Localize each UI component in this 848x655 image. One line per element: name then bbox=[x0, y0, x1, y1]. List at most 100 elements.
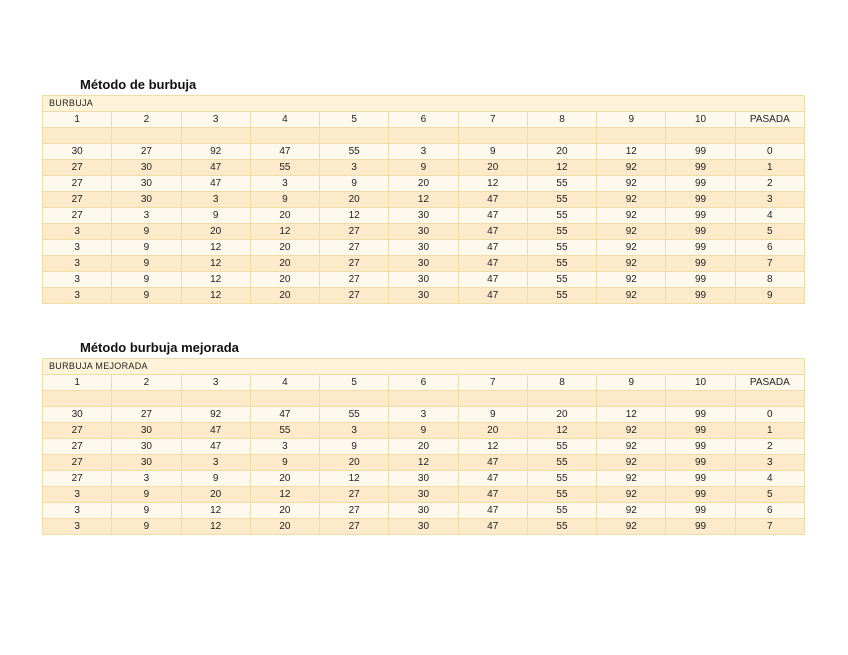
data-cell: 20 bbox=[526, 143, 598, 160]
data-cell: 27 bbox=[41, 175, 113, 192]
data-cell: 3 bbox=[111, 470, 182, 487]
data-cell: 4 bbox=[734, 207, 806, 224]
data-cell: 6 bbox=[734, 239, 806, 256]
data-cell: 3 bbox=[249, 438, 321, 455]
spacer-cell bbox=[41, 127, 113, 144]
data-cell: 92 bbox=[596, 159, 667, 176]
data-cell: 3 bbox=[319, 422, 390, 439]
data-cell: 3 bbox=[41, 271, 113, 288]
data-cell: 3 bbox=[41, 486, 113, 503]
column-header-row: 1 2 3 4 5 6 7 8 9 10 PASADA bbox=[41, 111, 806, 128]
data-cell: 27 bbox=[41, 454, 113, 471]
data-cell: 5 bbox=[734, 486, 806, 503]
data-cell: 2 bbox=[734, 438, 806, 455]
data-cell: 9 bbox=[734, 287, 806, 304]
data-cell: 47 bbox=[457, 454, 528, 471]
data-cell: 20 bbox=[388, 175, 459, 192]
spacer-cell bbox=[388, 127, 459, 144]
data-cell: 20 bbox=[319, 191, 390, 208]
data-cell: 27 bbox=[41, 191, 113, 208]
data-cell: 99 bbox=[665, 502, 736, 519]
data-cell: 27 bbox=[319, 486, 390, 503]
data-cell: 9 bbox=[319, 438, 390, 455]
spacer-cell bbox=[665, 127, 736, 144]
data-row: 3 9 12 20 27 30 47 55 92 99 6 bbox=[41, 239, 806, 256]
table-header-cell: BURBUJA bbox=[42, 95, 805, 112]
data-cell: 99 bbox=[665, 159, 736, 176]
data-cell: 99 bbox=[665, 207, 736, 224]
data-cell: 20 bbox=[180, 486, 251, 503]
data-cell: 27 bbox=[319, 255, 390, 272]
data-cell: 55 bbox=[526, 518, 598, 535]
column-header-cell: 6 bbox=[388, 111, 459, 128]
data-cell: 99 bbox=[665, 287, 736, 304]
data-cell: 12 bbox=[526, 159, 598, 176]
data-cell: 47 bbox=[457, 502, 528, 519]
data-cell: 30 bbox=[388, 239, 459, 256]
data-cell: 20 bbox=[319, 454, 390, 471]
data-cell: 30 bbox=[388, 502, 459, 519]
data-cell: 9 bbox=[457, 406, 528, 423]
data-cell: 3 bbox=[41, 239, 113, 256]
improved-bubble-method-title: Método burbuja mejorada bbox=[80, 340, 239, 355]
data-cell: 20 bbox=[457, 159, 528, 176]
data-cell: 27 bbox=[111, 406, 182, 423]
table-header-row: BURBUJA MEJORADA bbox=[42, 358, 805, 375]
data-cell: 9 bbox=[111, 255, 182, 272]
data-cell: 55 bbox=[526, 207, 598, 224]
data-row: 3 9 12 20 27 30 47 55 92 99 8 bbox=[41, 271, 806, 288]
data-cell: 99 bbox=[665, 175, 736, 192]
data-cell: 27 bbox=[41, 438, 113, 455]
data-cell: 99 bbox=[665, 486, 736, 503]
data-row: 27 30 47 55 3 9 20 12 92 99 1 bbox=[41, 422, 806, 439]
data-row: 3 9 12 20 27 30 47 55 92 99 6 bbox=[41, 502, 806, 519]
data-cell: 92 bbox=[180, 143, 251, 160]
data-cell: 55 bbox=[319, 143, 390, 160]
data-cell: 9 bbox=[249, 454, 321, 471]
data-cell: 99 bbox=[665, 518, 736, 535]
data-cell: 3 bbox=[734, 454, 806, 471]
data-cell: 55 bbox=[526, 486, 598, 503]
spacer-cell bbox=[180, 390, 251, 407]
data-cell: 99 bbox=[665, 255, 736, 272]
data-cell: 55 bbox=[526, 287, 598, 304]
data-cell: 47 bbox=[457, 255, 528, 272]
spacer-cell bbox=[249, 127, 321, 144]
data-cell: 3 bbox=[41, 223, 113, 240]
spacer-cell bbox=[249, 390, 321, 407]
data-cell: 92 bbox=[596, 175, 667, 192]
data-cell: 3 bbox=[41, 287, 113, 304]
data-cell: 20 bbox=[249, 470, 321, 487]
spacer-row bbox=[41, 127, 806, 144]
column-header-cell: 3 bbox=[180, 111, 251, 128]
data-cell: 20 bbox=[249, 287, 321, 304]
data-cell: 7 bbox=[734, 518, 806, 535]
data-cell: 55 bbox=[249, 422, 321, 439]
column-header-cell: 6 bbox=[388, 374, 459, 391]
data-cell: 30 bbox=[388, 271, 459, 288]
column-header-cell: 3 bbox=[180, 374, 251, 391]
column-header-cell: 5 bbox=[319, 111, 390, 128]
data-cell: 27 bbox=[111, 143, 182, 160]
table-header-row: BURBUJA bbox=[42, 95, 805, 112]
spacer-cell bbox=[388, 390, 459, 407]
data-cell: 0 bbox=[734, 406, 806, 423]
data-cell: 20 bbox=[249, 271, 321, 288]
data-cell: 30 bbox=[388, 470, 459, 487]
data-cell: 9 bbox=[111, 271, 182, 288]
data-cell: 99 bbox=[665, 143, 736, 160]
spacer-cell bbox=[734, 390, 806, 407]
data-cell: 92 bbox=[596, 502, 667, 519]
data-cell: 30 bbox=[388, 207, 459, 224]
data-cell: 20 bbox=[249, 502, 321, 519]
data-cell: 99 bbox=[665, 191, 736, 208]
data-cell: 55 bbox=[526, 438, 598, 455]
data-cell: 47 bbox=[457, 223, 528, 240]
data-row: 30 27 92 47 55 3 9 20 12 99 0 bbox=[41, 406, 806, 423]
column-header-cell: 5 bbox=[319, 374, 390, 391]
data-cell: 20 bbox=[180, 223, 251, 240]
data-cell: 3 bbox=[388, 406, 459, 423]
data-cell: 27 bbox=[41, 159, 113, 176]
spacer-cell bbox=[526, 127, 598, 144]
data-cell: 4 bbox=[734, 470, 806, 487]
